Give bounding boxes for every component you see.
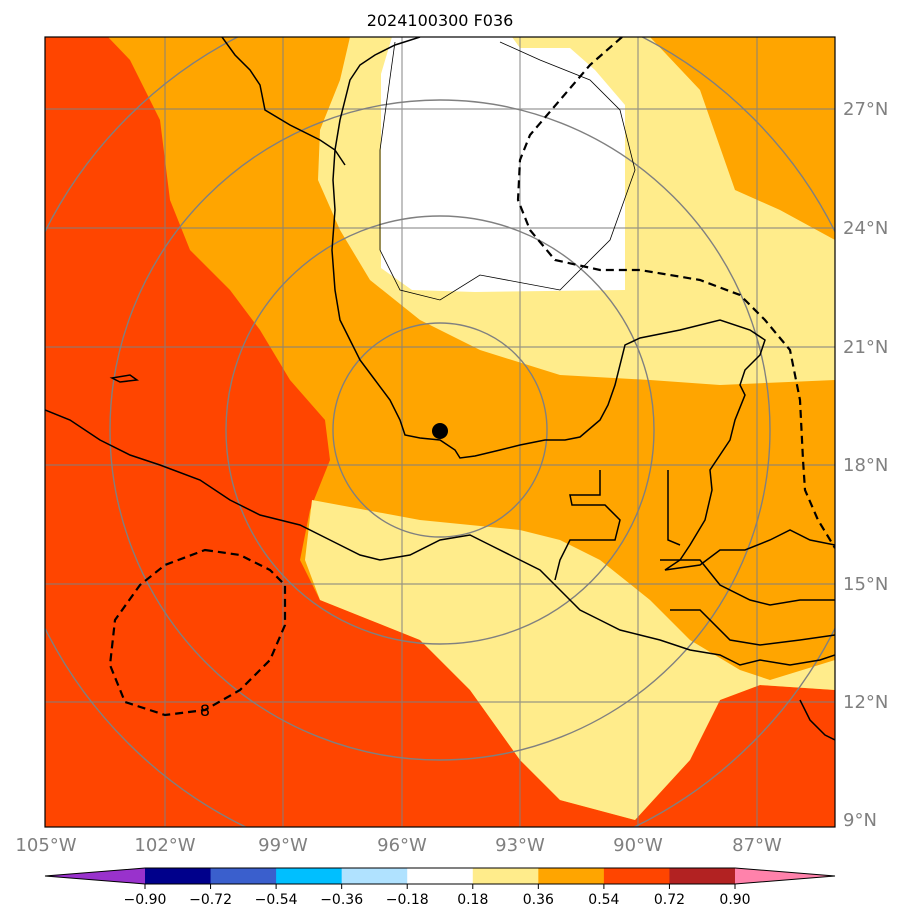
map-area: 8 xyxy=(45,37,835,827)
dashed-contours xyxy=(108,37,835,717)
colorbar-segment xyxy=(538,868,605,884)
colorbar-tick-label: 0.36 xyxy=(523,892,554,908)
colorbar-segment xyxy=(472,868,539,884)
center-point-marker xyxy=(432,423,448,439)
lat-labels: 27°N 24°N 21°N 18°N 15°N 12°N 9°N xyxy=(843,99,888,831)
colorbar-segment xyxy=(145,868,212,884)
lon-label: 87°W xyxy=(732,835,782,856)
colorbar: −0.90 −0.72 −0.54 −0.36 −0.18 0.18 0.36 0.54 0.7… xyxy=(44,867,836,908)
field-white xyxy=(381,37,625,292)
colorbar-extend-low xyxy=(45,868,145,884)
lat-label: 18°N xyxy=(843,455,888,476)
lon-labels: 105°W 102°W 99°W 96°W 93°W 90°W 87°W xyxy=(15,835,782,856)
colorbar-segment xyxy=(210,868,277,884)
lon-label: 99°W xyxy=(258,835,308,856)
lat-label: 9°N xyxy=(843,810,877,831)
field-yellow-south xyxy=(305,500,835,820)
colorbar-segment xyxy=(603,868,670,884)
colorbar-tick-label: −0.72 xyxy=(189,892,232,908)
lat-label: 21°N xyxy=(843,337,888,358)
colorbar-segment xyxy=(276,868,343,884)
colorbar-tick-label: −0.18 xyxy=(386,892,429,908)
colorbar-tick-label: −0.36 xyxy=(320,892,363,908)
colorbar-tick-label: 0.18 xyxy=(457,892,488,908)
lon-label: 96°W xyxy=(377,835,427,856)
lon-label: 105°W xyxy=(15,835,76,856)
lon-label: 93°W xyxy=(495,835,545,856)
lon-label: 102°W xyxy=(134,835,195,856)
map-title: 2024100300 F036 xyxy=(367,11,514,30)
graticule xyxy=(45,37,835,827)
colorbar-extend-high xyxy=(735,868,835,884)
colorbar-segment xyxy=(407,868,474,884)
colorbar-tick-label: 0.72 xyxy=(654,892,685,908)
field-white-outline xyxy=(379,41,636,301)
colorbar-segment xyxy=(669,868,736,884)
colorbar-tick-label: 0.54 xyxy=(588,892,619,908)
range-rings xyxy=(45,37,835,827)
colorbar-tick-label: −0.54 xyxy=(255,892,298,908)
colorbar-tick-label: −0.90 xyxy=(124,892,167,908)
contour-label: 8 xyxy=(200,701,210,720)
colorbar-segment xyxy=(341,868,408,884)
lat-label: 24°N xyxy=(843,218,888,239)
lat-label: 27°N xyxy=(843,99,888,120)
map-frame xyxy=(44,36,836,828)
lat-label: 15°N xyxy=(843,574,888,595)
lat-label: 12°N xyxy=(843,692,888,713)
lon-label: 90°W xyxy=(613,835,663,856)
coastlines xyxy=(45,37,835,741)
colorbar-tick-label: 0.90 xyxy=(719,892,750,908)
